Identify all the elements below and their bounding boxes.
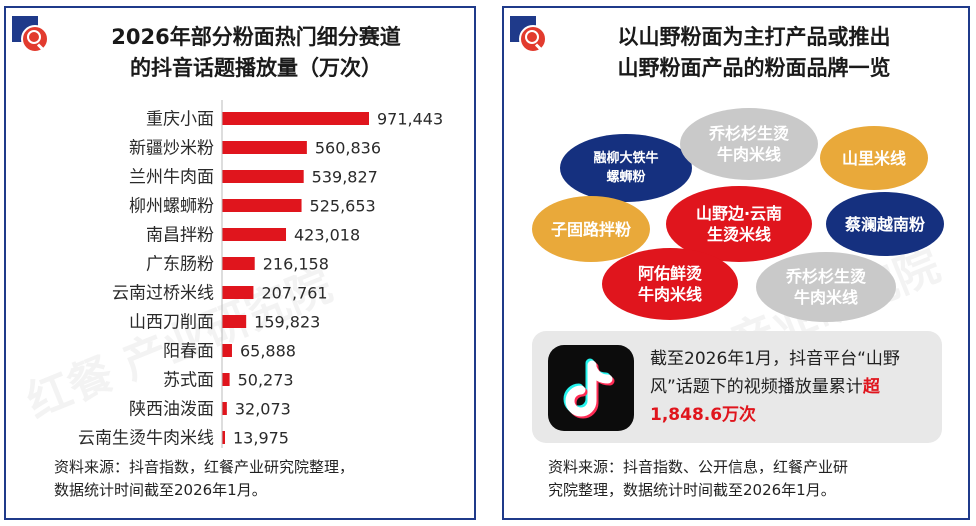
value-label: 216,158 [263,255,329,274]
bar-chart: 重庆小面 971,443 新疆炒米粉 560,836 兰州牛肉面 539,827 柳州螺蛳粉… [78,100,443,449]
brand-bubble: 融柳大铁牛 螺蛳粉 [560,134,692,202]
tiktok-stat-text: 截至2026年1月，抖音平台“山野风”话题下的视频播放量累计超1,848.6万次 [650,345,930,429]
bar [222,315,247,328]
category-label: 兰州牛肉面 [129,168,214,188]
left-chart-panel: 2026年部分粉面热门细分赛道 的抖音话题播放量（万次） 红餐 产业研究院 重庆… [4,6,476,520]
category-label: 重庆小面 [146,110,214,130]
bar [222,228,287,241]
category-label: 南昌拌粉 [146,226,214,246]
bar [222,402,227,415]
category-label: 柳州螺蛳粉 [129,197,214,217]
brand-bubble: 乔杉杉生烫 牛肉米线 [756,252,896,322]
search-icon [510,16,550,56]
value-label: 50,273 [238,371,294,390]
value-label: 423,018 [294,226,360,245]
category-label: 苏式面 [163,371,214,391]
value-label: 539,827 [312,168,378,187]
tiktok-stat-card: 截至2026年1月，抖音平台“山野风”话题下的视频播放量累计超1,848.6万次 [532,331,942,443]
right-source-note: 资料来源：抖音指数、公开信息，红餐产业研 究院整理，数据统计时间截至2026年1… [548,458,849,499]
right-panel-title: 以山野粉面为主打产品或推出 山野粉面产品的粉面品牌一览 [617,25,891,80]
brand-bubble: 子固路拌粉 [532,196,650,262]
right-brands-panel: 以山野粉面为主打产品或推出 山野粉面产品的粉面品牌一览 红餐 产业研究院 融柳大… [502,6,970,520]
category-label: 新疆炒米粉 [129,139,214,159]
bar [222,170,304,183]
left-source-note: 资料来源：抖音指数，红餐产业研究院整理， 数据统计时间截至2026年1月。 [54,458,355,499]
brand-bubble: 山野边·云南 生烫米线 [666,186,812,262]
left-panel-title: 2026年部分粉面热门细分赛道 的抖音话题播放量（万次） [111,25,401,80]
brand-bubble: 山里米线 [820,126,928,190]
bar [222,199,302,212]
bar [222,286,254,299]
category-label: 广东肠粉 [146,255,214,275]
value-label: 32,073 [235,400,291,419]
bar [222,373,230,386]
value-label: 207,761 [261,284,327,303]
category-label: 山西刀削面 [129,313,214,333]
value-label: 525,653 [310,197,376,216]
tiktok-logo-icon [548,345,634,431]
category-label: 云南生烫牛肉米线 [78,429,214,449]
category-label: 陕西油泼面 [129,400,214,420]
brand-bubble: 阿佑鲜烫 牛肉米线 [602,248,738,320]
bar [222,141,307,154]
value-label: 159,823 [254,313,320,332]
bar [222,344,232,357]
search-icon [12,16,52,56]
bar [222,431,225,444]
tiktok-stat-highlight: 超1,848.6万次 [650,377,880,425]
bar [222,112,369,125]
tiktok-stat-body: 截至2026年1月，抖音平台“山野风”话题下的视频播放量累计 [650,349,900,397]
bar [222,257,255,270]
value-label: 65,888 [240,342,296,361]
category-label: 云南过桥米线 [112,284,214,304]
brand-bubble: 乔杉杉生烫 牛肉米线 [680,108,818,180]
value-label: 560,836 [315,139,381,158]
category-label: 阳春面 [163,342,214,362]
brand-bubble: 蔡澜越南粉 [826,192,944,256]
value-label: 971,443 [377,110,443,129]
value-label: 13,975 [233,429,289,448]
